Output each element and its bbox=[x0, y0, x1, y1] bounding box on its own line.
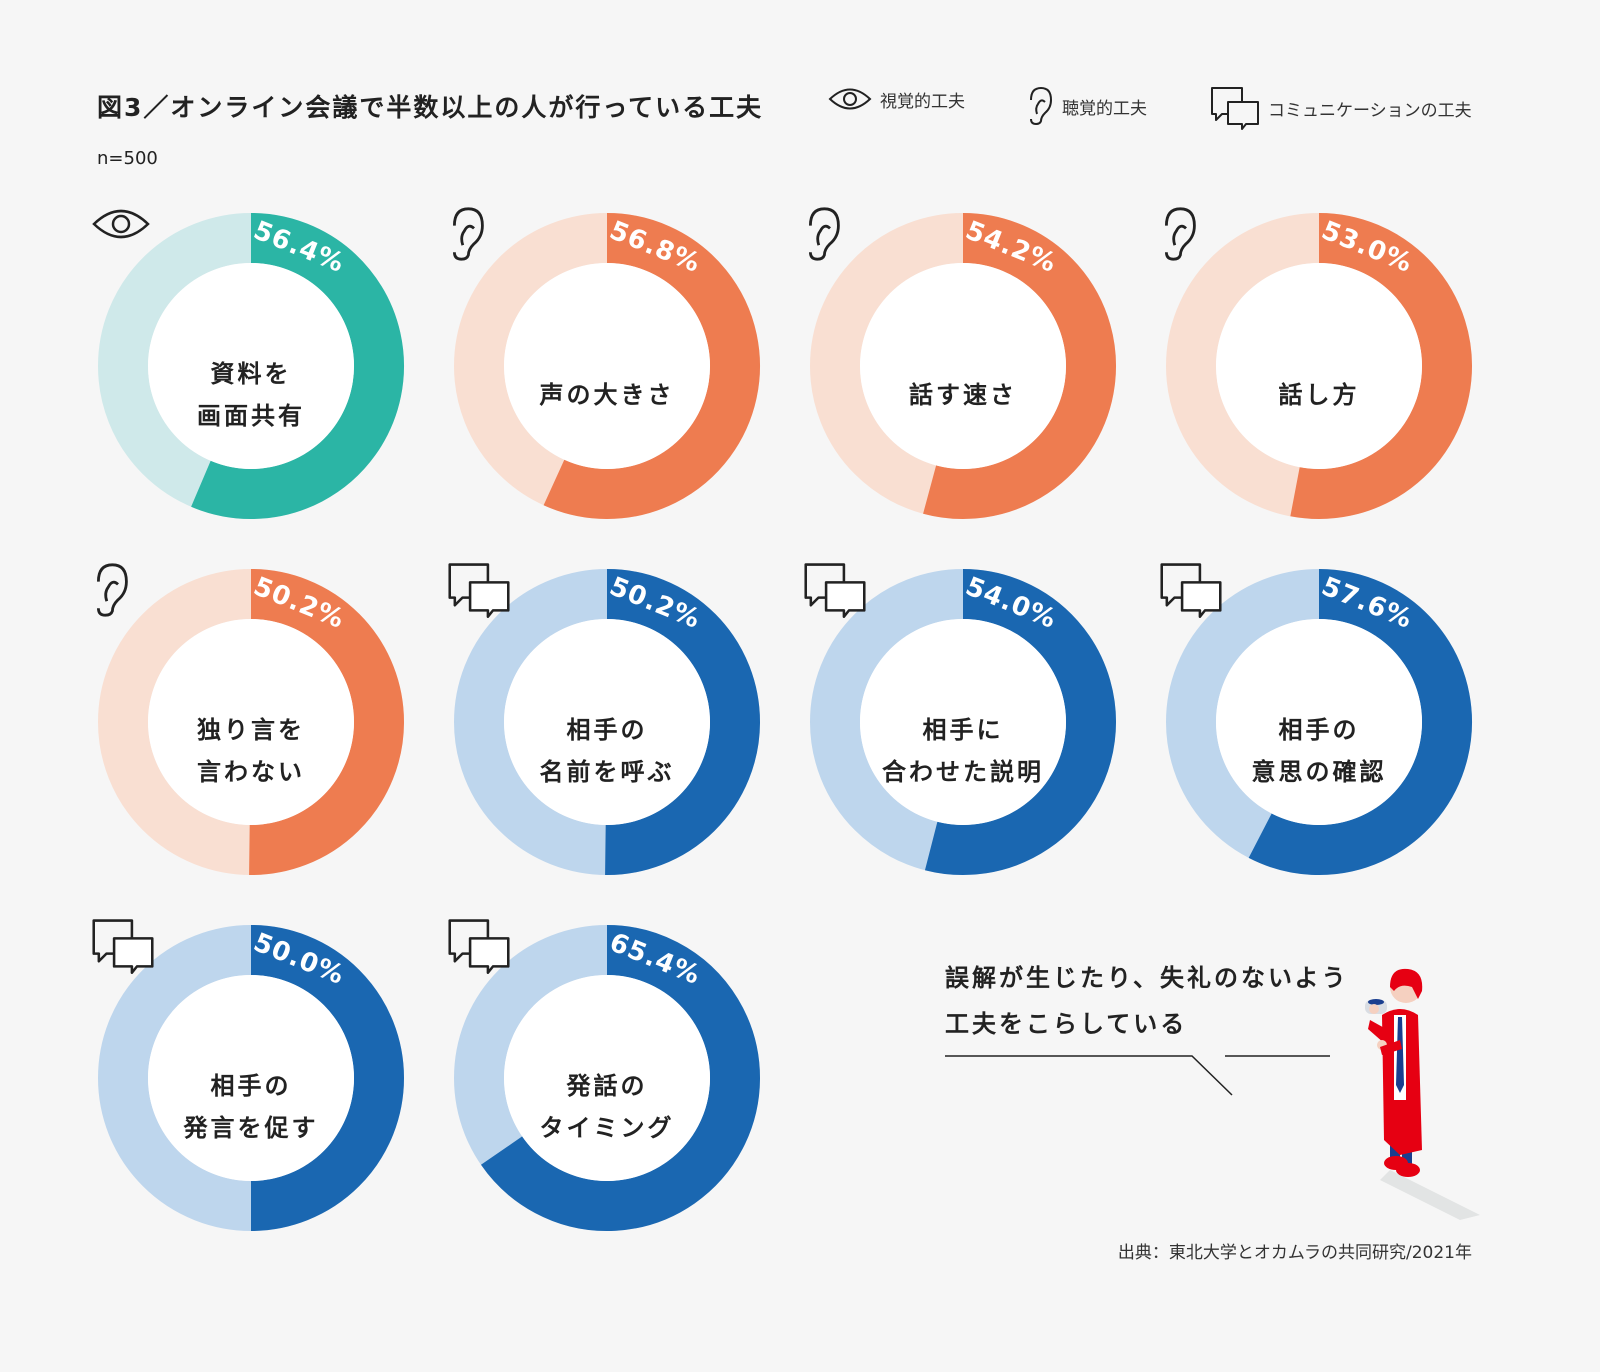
donut-chart: 57.6% 相手の 意思の確認 bbox=[1159, 562, 1479, 882]
donut-value-arc bbox=[249, 569, 404, 875]
ear-icon bbox=[1030, 86, 1053, 126]
legend-label: 聴覚的工夫 bbox=[1062, 98, 1147, 119]
donut-value-arc bbox=[923, 213, 1116, 519]
donut-center: 相手の 意思の確認 bbox=[1159, 562, 1479, 882]
sample-size: n=500 bbox=[97, 148, 158, 169]
donut-label: 相手の bbox=[1278, 716, 1360, 744]
donut-chart: 65.4% 発話の タイミング bbox=[447, 918, 767, 1238]
annotation-note: 誤解が生じたり、失礼のないよう 工夫をこらしている bbox=[945, 955, 1349, 1047]
donut-value-arc bbox=[250, 925, 404, 1231]
donut-value-arc bbox=[924, 569, 1116, 875]
donut-label: 声の大きさ bbox=[539, 381, 675, 409]
legend-visual: 視覚的工夫 bbox=[828, 86, 965, 112]
donut-label: 相手の bbox=[566, 716, 648, 744]
donut-value-arc bbox=[1248, 569, 1472, 875]
donut-label: 相手の bbox=[210, 1072, 292, 1100]
note-line: 工夫をこらしている bbox=[945, 1010, 1188, 1038]
donut-center: 話し方 bbox=[1159, 206, 1479, 542]
donut-center: 声の大きさ bbox=[447, 206, 767, 542]
donut-label: 資料を bbox=[210, 360, 292, 388]
donut-value-arc bbox=[191, 213, 404, 519]
donut-chart: 54.2% 話す速さ bbox=[803, 206, 1123, 526]
donut-chart: 50.0% 相手の 発言を促す bbox=[91, 918, 411, 1238]
donut-chart: 56.8% 声の大きさ bbox=[447, 206, 767, 526]
donut-label: 名前を呼ぶ bbox=[539, 758, 675, 786]
donut-label: 意思の確認 bbox=[1251, 758, 1387, 786]
donut-chart: 53.0% 話し方 bbox=[1159, 206, 1479, 526]
donut-label: 話し方 bbox=[1278, 381, 1360, 409]
donut-label: 言わない bbox=[197, 758, 305, 786]
donut-label: 発話の bbox=[566, 1072, 648, 1100]
person-illustration bbox=[1365, 968, 1480, 1220]
source-note: 出典：東北大学とオカムラの共同研究/2021年 bbox=[1117, 1243, 1472, 1263]
donut-center: 相手の 名前を呼ぶ bbox=[447, 562, 767, 882]
donut-label: 相手に bbox=[922, 716, 1004, 744]
legend-label: 視覚的工夫 bbox=[880, 91, 965, 112]
donut-center: 独り言を 言わない bbox=[91, 562, 411, 882]
donut-center: 発話の タイミング bbox=[447, 918, 767, 1238]
donut-label: 画面共有 bbox=[197, 402, 305, 430]
eye-icon bbox=[828, 88, 872, 110]
chart-title: 図3／オンライン会議で半数以上の人が行っている工夫 bbox=[97, 93, 764, 122]
donut-label: タイミング bbox=[539, 1114, 675, 1142]
donut-chart: 50.2% 相手の 名前を呼ぶ bbox=[447, 562, 767, 882]
legend-auditory: 聴覚的工夫 bbox=[1026, 86, 1147, 126]
chat-icon bbox=[1211, 87, 1259, 130]
donut-center: 相手の 発言を促す bbox=[91, 918, 411, 1238]
note-line: 誤解が生じたり、失礼のないよう bbox=[945, 964, 1349, 992]
donut-chart: 50.2% 独り言を 言わない bbox=[91, 562, 411, 882]
legend-label: コミュニケーションの工夫 bbox=[1268, 100, 1472, 121]
donut-center: 相手に 合わせた説明 bbox=[803, 562, 1123, 882]
donut-label: 独り言を bbox=[197, 716, 305, 744]
donut-label: 話す速さ bbox=[909, 381, 1017, 409]
donut-value-arc bbox=[543, 213, 760, 519]
donut-value-arc bbox=[481, 925, 760, 1231]
donut-center: 資料を 画面共有 bbox=[91, 206, 411, 526]
donut-label: 合わせた説明 bbox=[882, 758, 1044, 786]
donut-value-arc bbox=[1290, 213, 1472, 519]
donut-value-arc bbox=[605, 569, 760, 875]
donut-chart: 54.0% 相手に 合わせた説明 bbox=[803, 562, 1123, 882]
donut-label: 発言を促す bbox=[183, 1114, 319, 1142]
legend-communication: コミュニケーションの工夫 bbox=[1210, 86, 1472, 130]
donut-center: 話す速さ bbox=[803, 206, 1123, 542]
donut-chart: 56.4% 資料を 画面共有 bbox=[91, 206, 411, 526]
